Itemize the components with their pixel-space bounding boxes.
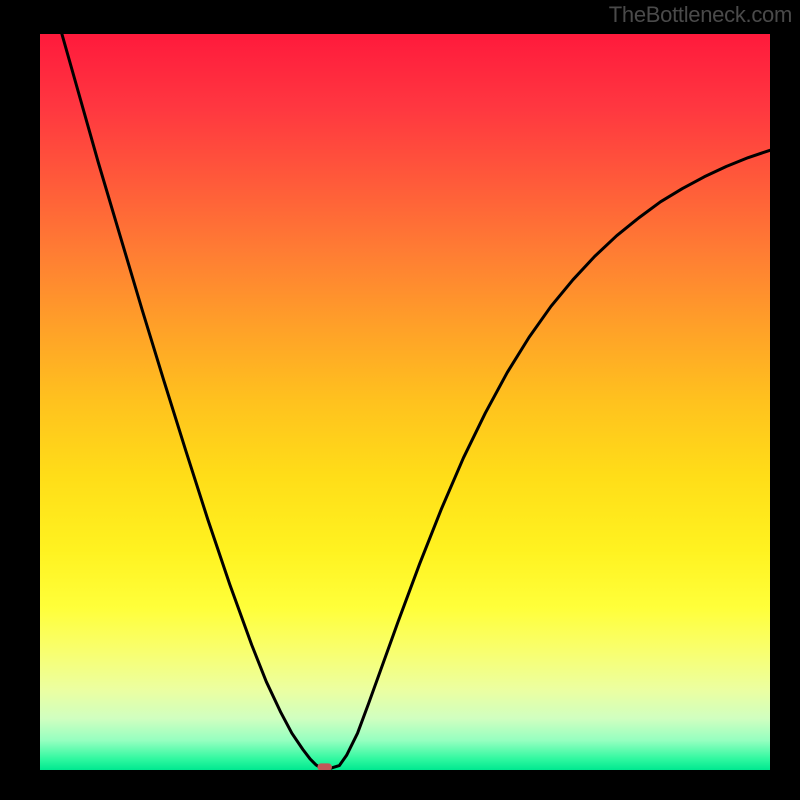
chart-border — [0, 770, 800, 800]
bottleneck-chart: TheBottleneck.com — [0, 0, 800, 800]
watermark-text: TheBottleneck.com — [609, 2, 792, 28]
chart-canvas — [0, 0, 800, 800]
optimal-point-marker — [317, 763, 332, 770]
chart-border — [770, 0, 800, 800]
chart-border — [0, 0, 40, 800]
plot-background — [40, 34, 770, 770]
